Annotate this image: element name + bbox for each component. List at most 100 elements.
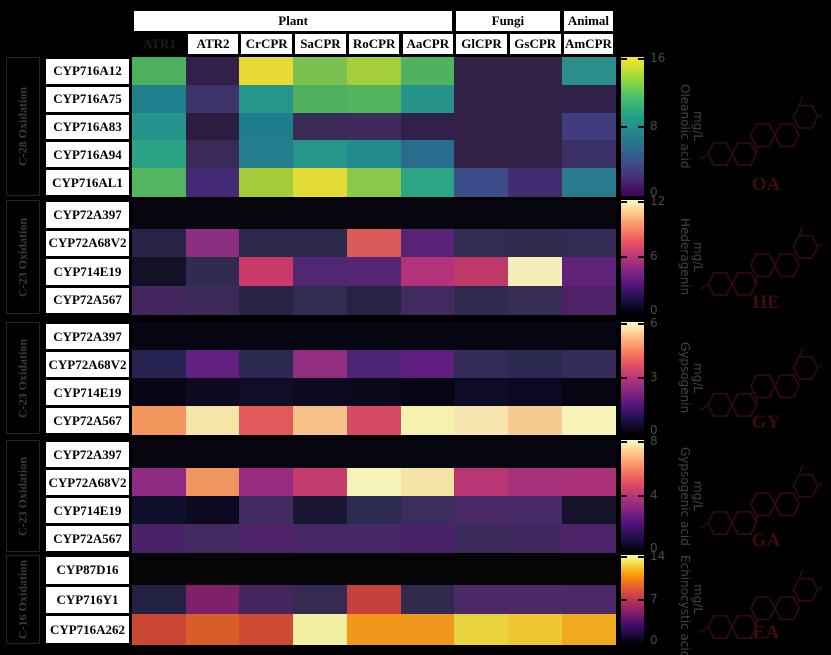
- heatmap-cell: [185, 584, 240, 615]
- heatmap-cell: [239, 350, 294, 379]
- molecule-abbreviation: GY: [751, 412, 781, 433]
- heatmap-cell: [561, 57, 616, 86]
- heatmap-cell: [293, 200, 348, 230]
- heatmap-cell: [132, 140, 187, 169]
- heatmap-cell: [561, 584, 616, 615]
- heatmap-cell: [561, 468, 616, 497]
- heatmap-cell: [507, 168, 563, 197]
- heatmap-cell: [454, 168, 509, 197]
- row-label-cyp714e19: CYP714E19: [44, 496, 131, 525]
- colorbar-tick-mark: [621, 598, 627, 601]
- group-label-3: C-23 Oxidation: [6, 440, 40, 552]
- heatmap-cell: [293, 140, 348, 169]
- heatmap-cell: [346, 322, 402, 351]
- kingdom-header-plant: Plant: [132, 9, 455, 33]
- heatmap-cell: [561, 228, 616, 258]
- row-label-cyp72a397: CYP72A397: [44, 200, 131, 230]
- column-header-atr1: ATR1: [132, 32, 187, 56]
- heatmap-cell: [561, 200, 616, 230]
- row-label-cyp72a68v2: CYP72A68V2: [44, 468, 131, 497]
- heatmap-cell: [293, 285, 348, 315]
- colorbar-tick-mark: [621, 58, 627, 60]
- heatmap-cell: [185, 378, 240, 407]
- heatmap-cell: [185, 84, 240, 114]
- heatmap-cell: [346, 57, 402, 86]
- heatmap-cell: [561, 440, 616, 469]
- heatmap-cell: [400, 140, 455, 169]
- heatmap-cell: [293, 322, 348, 351]
- heatmap-cell: [132, 468, 187, 497]
- row-label-cyp716y1: CYP716Y1: [44, 584, 131, 616]
- heatmap-cell: [454, 84, 509, 114]
- group-label-1: C-23 Oxidation: [6, 200, 40, 314]
- heatmap-cell: [185, 440, 240, 469]
- heatmap-cell: [239, 140, 294, 169]
- heatmap-cell: [454, 228, 509, 258]
- heatmap-cell: [400, 378, 455, 407]
- molecule-structure-icon: [696, 76, 826, 178]
- heatmap-cell: [454, 406, 509, 435]
- colorbar-tick-label: 8: [650, 434, 658, 448]
- heatmap-cell: [132, 440, 187, 469]
- heatmap-cell: [293, 524, 348, 553]
- heatmap-cell: [400, 406, 455, 435]
- colorbar-tick-label: 0: [650, 303, 658, 317]
- heatmap-cell: [400, 257, 455, 287]
- heatmap-cell: [454, 350, 509, 379]
- heatmap-cell: [507, 496, 563, 525]
- heatmap-cell: [507, 84, 563, 114]
- column-header-sacpr: SaCPR: [293, 32, 348, 56]
- colorbar-tick-mark: [638, 256, 644, 258]
- heatmap-cell: [132, 496, 187, 525]
- heatmap-cell: [507, 200, 563, 230]
- heatmap-cell: [293, 555, 348, 586]
- heatmap-cell: [454, 57, 509, 86]
- heatmap-cell: [454, 584, 509, 615]
- heatmap-cell: [400, 285, 455, 315]
- row-label-cyp72a567: CYP72A567: [44, 406, 131, 435]
- heatmap-cell: [454, 468, 509, 497]
- row-label-cyp716a75: CYP716A75: [44, 84, 131, 114]
- row-label-cyp716a94: CYP716A94: [44, 140, 131, 170]
- row-label-cyp716a83: CYP716A83: [44, 112, 131, 142]
- heatmap-cell: [185, 406, 240, 435]
- colorbar-tick-label: 0: [650, 633, 658, 647]
- molecule-abbreviation: OA: [751, 174, 781, 195]
- heatmap-cell: [561, 84, 616, 114]
- heatmap-cell: [507, 285, 563, 315]
- heatmap-cell: [239, 57, 294, 86]
- heatmap-cell: [185, 200, 240, 230]
- colorbar-tick-mark: [621, 323, 627, 325]
- heatmap-cell: [454, 322, 509, 351]
- colorbar-tick-label: 0: [650, 423, 658, 437]
- colorbar-axis-label-3: Gypsogenic acid mg/L: [678, 446, 705, 546]
- heatmap-cell: [293, 496, 348, 525]
- colorbar-tick-mark: [638, 58, 644, 60]
- heatmap-cell: [239, 496, 294, 525]
- colorbar-axis-label-2: Gypsogenin mg/L: [678, 342, 705, 414]
- heatmap-cell: [561, 378, 616, 407]
- colorbar-tick-label: 3: [650, 370, 658, 384]
- column-header-atr2: ATR2: [185, 32, 241, 56]
- heatmap-cell: [346, 285, 402, 315]
- heatmap-cell: [346, 496, 402, 525]
- heatmap-cell: [132, 555, 187, 586]
- heatmap-cell: [507, 468, 563, 497]
- row-label-cyp72a567: CYP72A567: [44, 285, 131, 315]
- heatmap-cell: [400, 496, 455, 525]
- heatmap-cell: [561, 168, 616, 197]
- colorbar-tick-label: 6: [650, 249, 658, 263]
- heatmap-cell: [454, 496, 509, 525]
- heatmap-cell: [507, 555, 563, 586]
- heatmap-cell: [239, 200, 294, 230]
- heatmap-cell: [454, 524, 509, 553]
- kingdom-header-fungi: Fungi: [454, 9, 562, 33]
- heatmap-cell: [507, 322, 563, 351]
- heatmap-cell: [507, 378, 563, 407]
- heatmap-cell: [293, 440, 348, 469]
- heatmap-cell: [400, 57, 455, 86]
- heatmap-cell: [239, 322, 294, 351]
- row-label-cyp716a262: CYP716A262: [44, 614, 131, 645]
- kingdom-header-animal: Animal: [561, 9, 616, 33]
- heatmap-cell: [239, 555, 294, 586]
